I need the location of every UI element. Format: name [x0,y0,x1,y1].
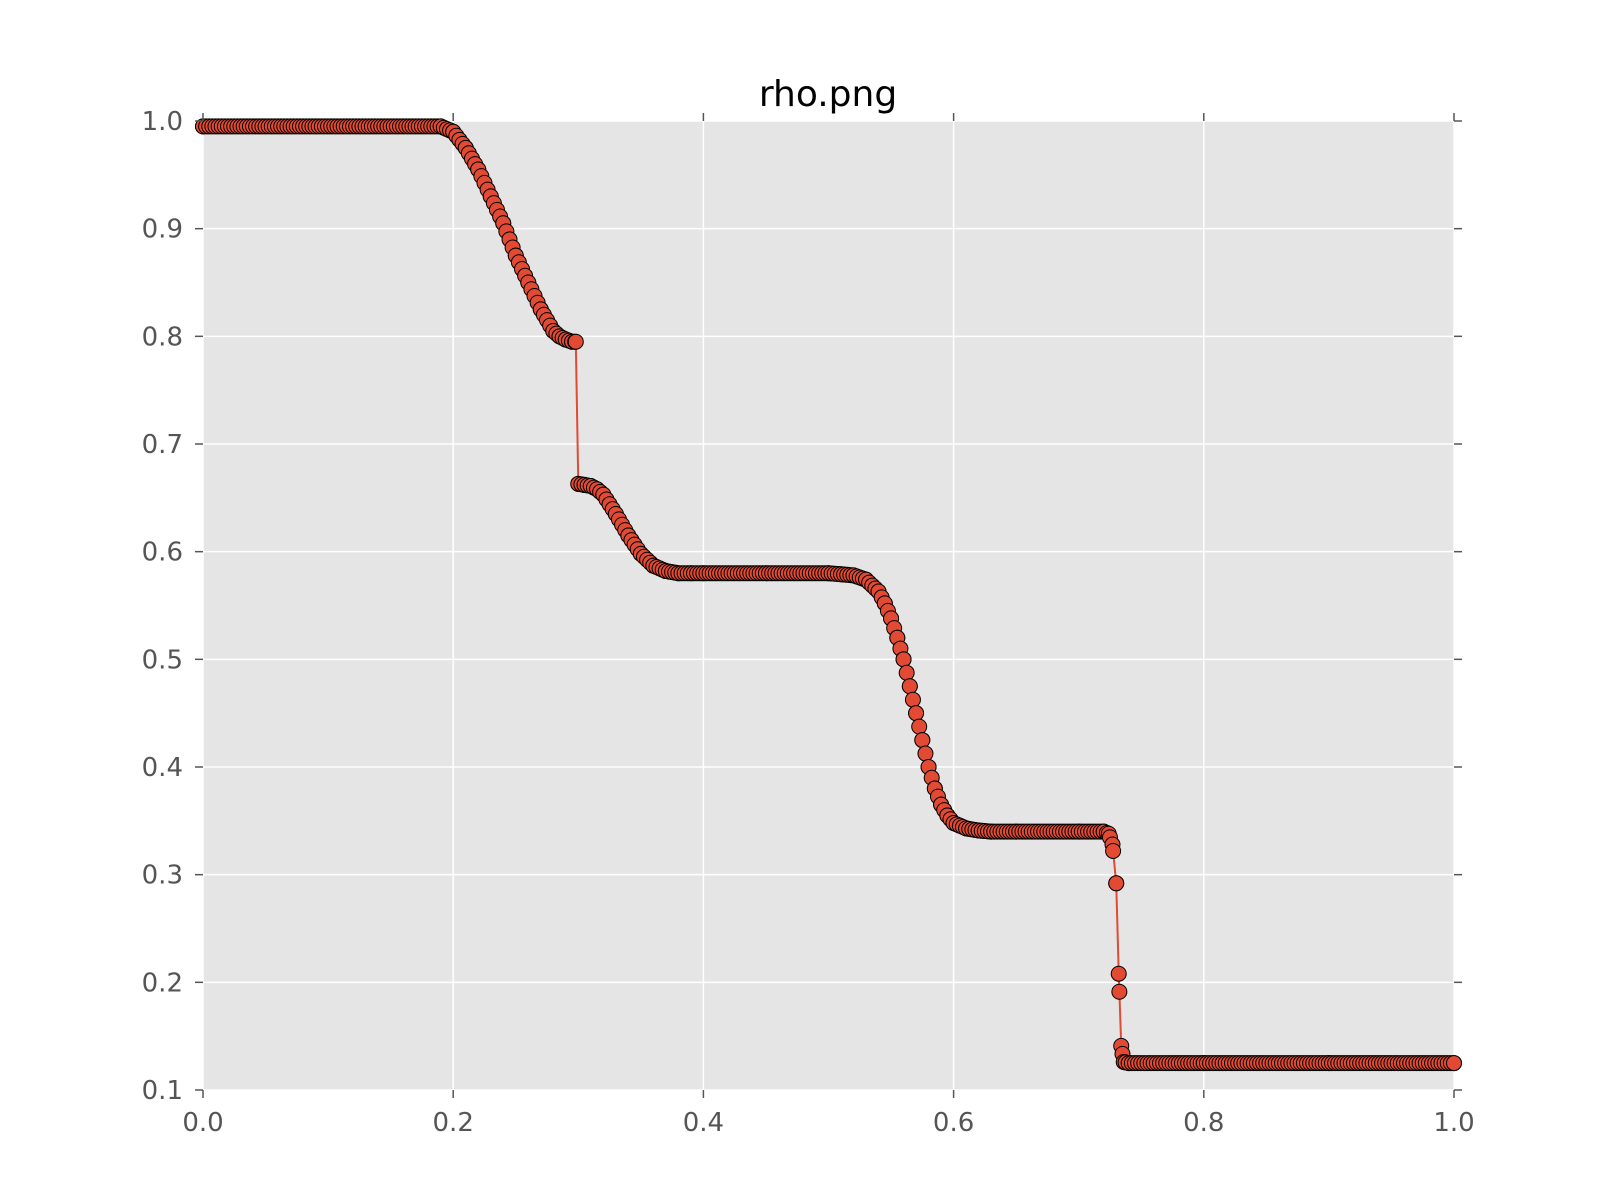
y-tick-label: 0.2 [142,968,183,998]
y-tick-label: 0.4 [142,753,183,783]
x-tick-label: 0.8 [1183,1108,1224,1138]
x-tick-labels: 0.0 0.2 0.4 0.6 0.8 1.0 [182,1108,1474,1138]
ticks [195,113,1462,1098]
y-tick-label: 0.3 [142,861,183,891]
data-point [895,651,912,668]
y-tick-label: 0.5 [142,645,183,675]
y-tick-label: 0.1 [142,1076,183,1106]
x-tick-label: 0.0 [182,1108,223,1138]
y-tick-label: 1.0 [142,107,183,137]
y-tick-labels: 1.0 0.9 0.8 0.7 0.6 0.5 0.4 0.3 0.2 0.1 [142,107,183,1106]
data-point [911,718,928,735]
data-point [1110,965,1127,982]
data-point [1105,842,1122,859]
x-tick-label: 1.0 [1433,1108,1474,1138]
data-point [904,691,921,708]
x-tick-label: 0.6 [933,1108,974,1138]
chart-title: rho.png [759,74,897,115]
data-point [1108,875,1125,892]
x-tick-label: 0.4 [683,1108,724,1138]
plot-area [203,121,1454,1090]
data-point [917,745,934,762]
data-point [901,678,918,695]
y-tick-label: 0.7 [142,430,183,460]
grid [202,120,1455,1091]
data-points [195,118,1462,1072]
data-point [567,333,584,350]
data-point [908,705,925,722]
y-tick-label: 0.8 [142,322,183,352]
data-point [914,732,931,749]
y-tick-label: 0.6 [142,538,183,568]
data-point [898,664,915,681]
data-point [1111,983,1128,1000]
y-tick-label: 0.9 [142,215,183,245]
data-point [1446,1055,1462,1072]
x-tick-label: 0.2 [433,1108,474,1138]
